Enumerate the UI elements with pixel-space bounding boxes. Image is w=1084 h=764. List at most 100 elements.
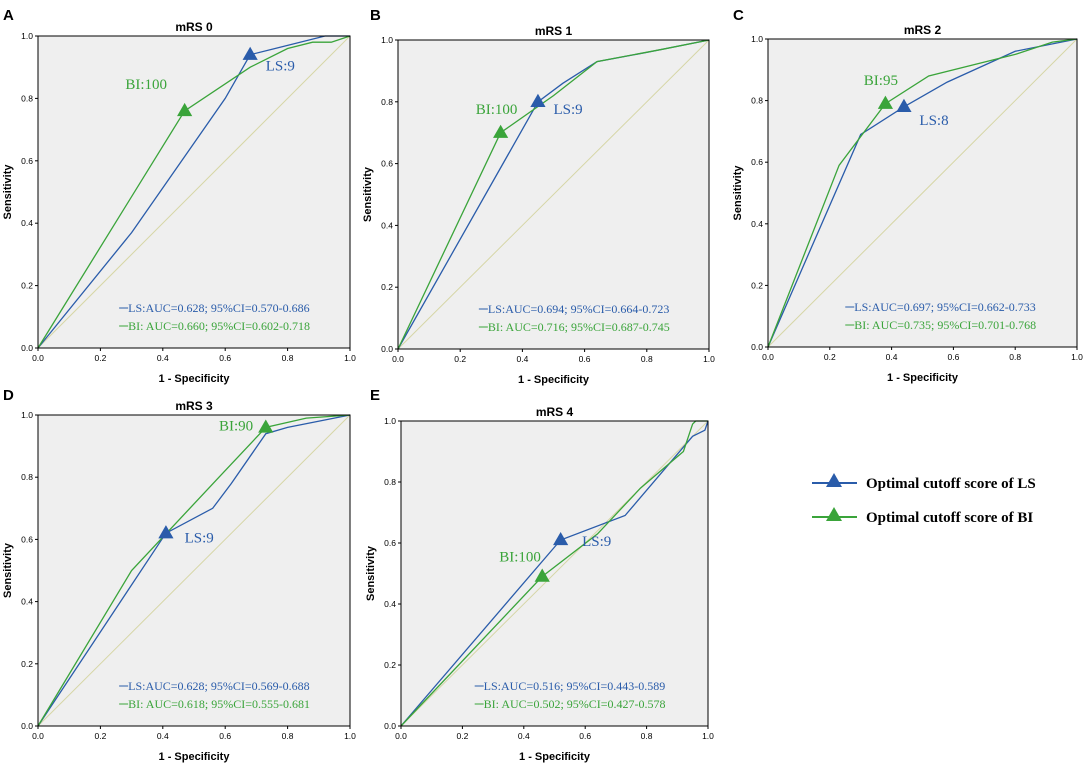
y-tick-label: 0.0 — [21, 721, 33, 731]
x-tick-label: 0.2 — [824, 352, 836, 362]
legend: Optimal cutoff score of LS Optimal cutof… — [812, 473, 1036, 526]
panel-letter: E — [370, 387, 380, 404]
bi-cutoff-label: BI:95 — [864, 73, 898, 89]
y-tick-label: 1.0 — [21, 410, 33, 420]
ls-cutoff-marker — [553, 531, 569, 546]
ls-cutoff-label: LS:9 — [185, 531, 214, 547]
x-tick-label: 0.4 — [518, 731, 530, 741]
roc-curve-bi — [397, 39, 710, 350]
x-tick-label: 0.0 — [392, 354, 404, 364]
bi-cutoff-marker — [177, 102, 193, 117]
bi-cutoff-marker — [493, 124, 509, 138]
y-tick-label: 1.0 — [21, 31, 33, 41]
ls-cutoff-marker — [896, 98, 912, 112]
y-tick-label: 0.4 — [21, 218, 33, 228]
roc-curve-ls — [767, 38, 1078, 348]
y-tick-label: 0.6 — [21, 534, 33, 544]
roc-curve-ls — [400, 420, 709, 727]
reference-line — [397, 39, 710, 350]
y-tick-label: 1.0 — [381, 35, 393, 45]
y-tick-label: 0.8 — [381, 97, 393, 107]
y-tick-label: 0.6 — [751, 157, 763, 167]
x-tick-label: 0.4 — [157, 353, 169, 363]
x-tick-label: 1.0 — [703, 354, 715, 364]
reference-line — [767, 38, 1078, 348]
y-tick-label: 0.0 — [381, 344, 393, 354]
panel-title: mRS 3 — [175, 399, 213, 413]
plot-frame — [400, 420, 709, 727]
bi-cutoff-label: BI:100 — [499, 549, 541, 565]
panel-title: mRS 4 — [536, 405, 574, 419]
x-tick-label: 1.0 — [344, 353, 356, 363]
x-tick-label: 0.4 — [157, 731, 169, 741]
auc-bi-text: BI: AUC=0.502; 95%CI=0.427-0.578 — [484, 697, 666, 711]
auc-bi-text: BI: AUC=0.716; 95%CI=0.687-0.745 — [488, 320, 670, 334]
y-tick-label: 0.6 — [384, 538, 396, 548]
bi-cutoff-label: BI:100 — [125, 77, 167, 93]
y-tick-label: 0.6 — [21, 156, 33, 166]
y-tick-label: 0.4 — [384, 599, 396, 609]
x-axis-title: 1 - Specificity — [159, 373, 231, 385]
auc-ls-text: LS:AUC=0.694; 95%CI=0.664-0.723 — [488, 302, 670, 316]
x-axis-title: 1 - Specificity — [159, 751, 231, 763]
y-tick-label: 0.2 — [21, 659, 33, 669]
y-axis-title: Sensitivity — [2, 164, 14, 220]
auc-ls-text: LS:AUC=0.628; 95%CI=0.570-0.686 — [128, 301, 310, 315]
y-axis-title: Sensitivity — [732, 165, 744, 221]
x-axis-title: 1 - Specificity — [887, 372, 959, 384]
ls-cutoff-label: LS:9 — [582, 534, 611, 550]
legend-bi-label: Optimal cutoff score of BI — [866, 510, 1033, 526]
y-tick-label: 0.8 — [751, 96, 763, 106]
reference-line — [37, 35, 351, 349]
panel-letter: B — [370, 7, 381, 24]
auc-ls-text: LS:AUC=0.697; 95%CI=0.662-0.733 — [854, 300, 1036, 314]
ls-cutoff-label: LS:9 — [266, 58, 295, 74]
x-tick-label: 0.8 — [282, 353, 294, 363]
panel-letter: D — [3, 387, 14, 404]
x-tick-label: 0.0 — [32, 731, 44, 741]
reference-line — [400, 420, 709, 727]
plot-frame — [767, 38, 1078, 348]
ls-cutoff-label: LS:9 — [554, 102, 583, 118]
bi-cutoff-label: BI:100 — [476, 102, 518, 118]
bi-cutoff-marker — [877, 95, 894, 109]
y-tick-label: 0.0 — [751, 342, 763, 352]
x-tick-label: 0.2 — [456, 731, 468, 741]
roc-curve-bi — [400, 420, 708, 727]
y-tick-label: 0.2 — [381, 282, 393, 292]
y-tick-label: 0.4 — [381, 220, 393, 230]
reference-line — [37, 414, 351, 727]
y-axis-title: Sensitivity — [365, 545, 377, 601]
x-tick-label: 1.0 — [344, 731, 356, 741]
panel-title: mRS 0 — [175, 20, 213, 34]
x-tick-label: 0.2 — [94, 731, 106, 741]
ls-cutoff-marker — [158, 525, 174, 539]
legend-bi-marker — [826, 507, 842, 521]
x-tick-label: 0.8 — [1009, 352, 1021, 362]
x-tick-label: 0.6 — [579, 354, 591, 364]
x-tick-label: 0.6 — [219, 731, 231, 741]
auc-bi-text: BI: AUC=0.660; 95%CI=0.602-0.718 — [128, 319, 310, 333]
x-axis-title: 1 - Specificity — [518, 374, 590, 386]
x-tick-label: 0.8 — [641, 731, 653, 741]
y-tick-label: 0.0 — [21, 343, 33, 353]
x-tick-label: 0.4 — [886, 352, 898, 362]
ls-cutoff-marker — [530, 93, 546, 107]
bi-cutoff-marker — [534, 568, 550, 582]
x-tick-label: 0.2 — [454, 354, 466, 364]
x-tick-label: 0.2 — [94, 353, 106, 363]
y-tick-label: 0.8 — [21, 472, 33, 482]
legend-ls-marker — [826, 473, 842, 487]
x-tick-label: 0.8 — [282, 731, 294, 741]
roc-curve-bi — [37, 414, 351, 727]
x-tick-label: 0.6 — [219, 353, 231, 363]
plot-frame — [397, 39, 710, 350]
y-axis-title: Sensitivity — [362, 166, 374, 222]
y-tick-label: 0.8 — [384, 477, 396, 487]
y-tick-label: 0.4 — [21, 597, 33, 607]
auc-ls-text: LS:AUC=0.628; 95%CI=0.569-0.688 — [128, 679, 310, 693]
